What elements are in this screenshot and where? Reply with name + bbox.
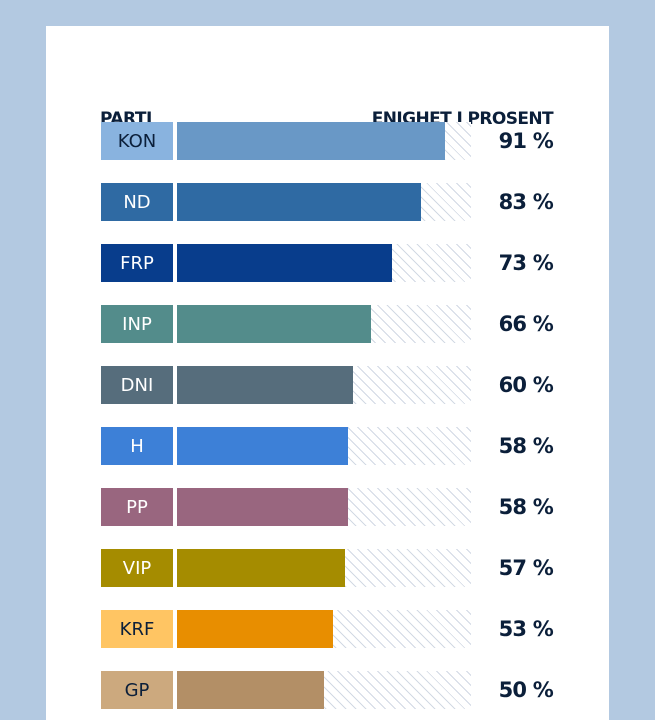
bar-row-h: H 58 %	[46, 427, 609, 465]
value-label-gp: 50 %	[498, 678, 554, 702]
bar-track-h	[177, 427, 471, 465]
party-label-vip: VIP	[101, 549, 173, 587]
party-label-h: H	[101, 427, 173, 465]
bar-frp	[177, 244, 392, 282]
bar-gp	[177, 671, 324, 709]
bar-row-kon: KON 91 %	[46, 122, 609, 160]
party-label-pp: PP	[101, 488, 173, 526]
value-label-pp: 58 %	[498, 495, 554, 519]
party-label-gp: GP	[101, 671, 173, 709]
bar-row-pp: PP 58 %	[46, 488, 609, 526]
value-label-vip: 57 %	[498, 556, 554, 580]
value-label-h: 58 %	[498, 434, 554, 458]
party-label-inp: INP	[101, 305, 173, 343]
bar-row-krf: KRF 53 %	[46, 610, 609, 648]
bar-row-nd: ND 83 %	[46, 183, 609, 221]
bar-track-frp	[177, 244, 471, 282]
bar-row-frp: FRP 73 %	[46, 244, 609, 282]
bar-inp	[177, 305, 371, 343]
bar-row-inp: INP 66 %	[46, 305, 609, 343]
bar-track-vip	[177, 549, 471, 587]
party-label-nd: ND	[101, 183, 173, 221]
bar-vip	[177, 549, 345, 587]
bar-track-gp	[177, 671, 471, 709]
value-label-inp: 66 %	[498, 312, 554, 336]
bar-track-kon	[177, 122, 471, 160]
value-label-krf: 53 %	[498, 617, 554, 641]
bar-track-inp	[177, 305, 471, 343]
bar-kon	[177, 122, 445, 160]
party-label-krf: KRF	[101, 610, 173, 648]
party-label-kon: KON	[101, 122, 173, 160]
bar-track-pp	[177, 488, 471, 526]
bar-h	[177, 427, 348, 465]
bar-row-dni: DNI 60 %	[46, 366, 609, 404]
bar-track-dni	[177, 366, 471, 404]
party-label-frp: FRP	[101, 244, 173, 282]
bar-pp	[177, 488, 348, 526]
bar-nd	[177, 183, 421, 221]
value-label-nd: 83 %	[498, 190, 554, 214]
value-label-dni: 60 %	[498, 373, 554, 397]
bar-dni	[177, 366, 353, 404]
bar-row-vip: VIP 57 %	[46, 549, 609, 587]
value-label-frp: 73 %	[498, 251, 554, 275]
bar-row-gp: GP 50 %	[46, 671, 609, 709]
party-label-dni: DNI	[101, 366, 173, 404]
bar-krf	[177, 610, 333, 648]
bar-track-nd	[177, 183, 471, 221]
bar-track-krf	[177, 610, 471, 648]
value-label-kon: 91 %	[498, 129, 554, 153]
chart-card: PARTI ENIGHET I PROSENT KON 91 % ND 83 % FRP…	[46, 26, 609, 720]
